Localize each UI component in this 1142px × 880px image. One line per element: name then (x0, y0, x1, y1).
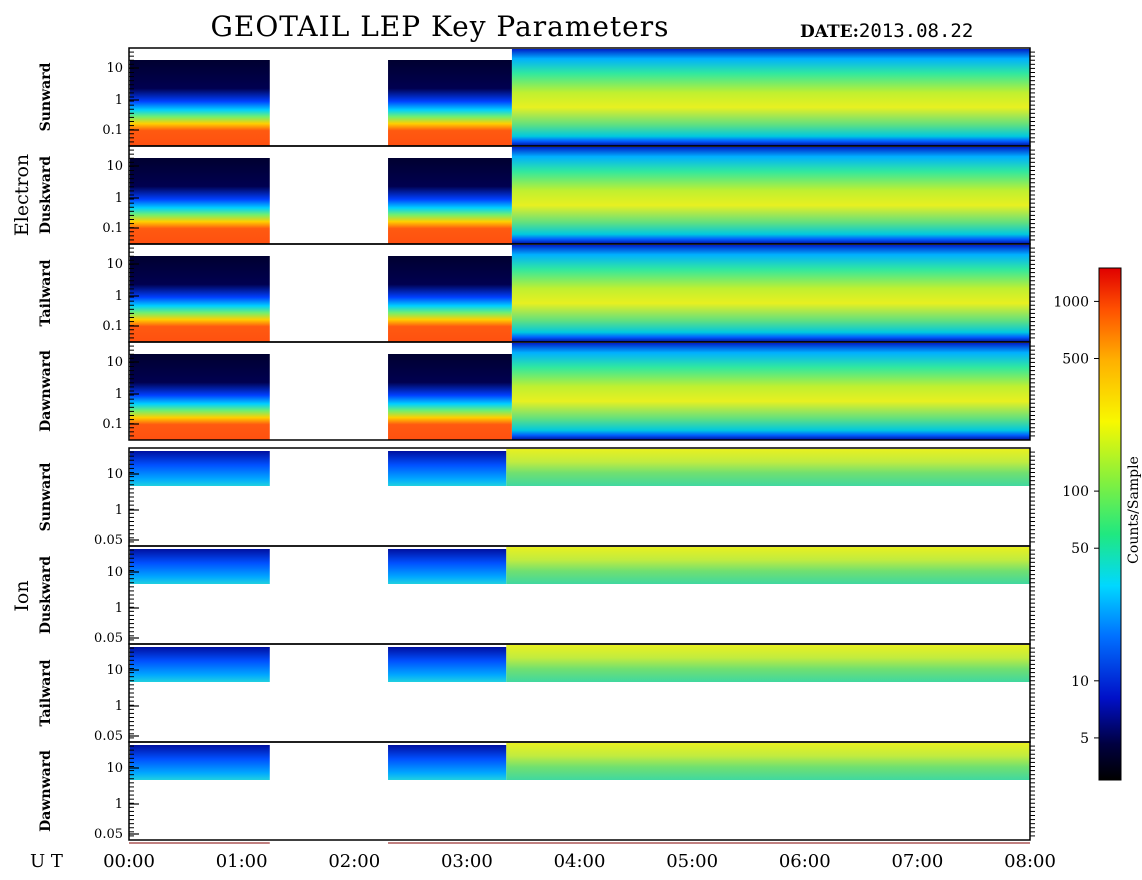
y-tick-label: 10 (106, 663, 123, 678)
x-tick-label: 06:00 (779, 851, 831, 872)
y-tick-label: 10 (106, 467, 123, 482)
y-tick-label: 10 (106, 565, 123, 580)
spectrum-band (130, 256, 270, 342)
x-tick-label: 07:00 (891, 851, 943, 872)
y-tick-label: 10 (106, 159, 123, 174)
y-tick-label: 0.1 (102, 319, 123, 334)
direction-label: Dawnward (38, 350, 54, 432)
x-tick-label: 03:00 (441, 851, 493, 872)
colorbar-tick-label: 100 (1062, 484, 1089, 500)
spectrum-band (388, 60, 512, 146)
spectrum-band (511, 49, 1030, 146)
spectrum-band (388, 451, 507, 486)
spectrum-band (130, 354, 270, 440)
y-tick-label: 1 (115, 191, 123, 206)
spectrum-band (388, 354, 512, 440)
direction-label: Sunward (38, 62, 54, 131)
group-label-ion: Ion (11, 580, 33, 611)
spectrum-band (130, 647, 270, 682)
y-tick-label: 1 (115, 797, 123, 812)
panel-electron-duskward: 10 1 0.1 Duskward (38, 145, 1035, 245)
y-tick-label: 10 (106, 257, 123, 272)
x-tick-label: 08:00 (1004, 851, 1056, 872)
spectrum-band (506, 449, 1030, 486)
x-tick-label: 00:00 (103, 851, 155, 872)
spectrum-band (388, 158, 512, 244)
time-axis-label: U T (30, 851, 63, 872)
y-tick-label: 0.05 (94, 631, 123, 646)
direction-label: Duskward (38, 156, 54, 234)
panel-electron-tailward: 10 1 0.1 Tailward (38, 243, 1035, 343)
colorbar-label: Counts/Sample (1126, 456, 1142, 564)
spectrum-band (506, 743, 1030, 780)
panel-electron-dawnward: 10 1 0.1 Dawnward (38, 341, 1035, 441)
y-tick-label: 0.05 (94, 729, 123, 744)
panel-ion-sunward: 10 1 0.05 Sunward (38, 447, 1035, 548)
spectrum-band (506, 645, 1030, 682)
y-tick-label: 0.05 (94, 533, 123, 548)
y-tick-label: 10 (106, 355, 123, 370)
x-tick-label: 05:00 (666, 851, 718, 872)
x-tick-label: 01:00 (216, 851, 268, 872)
y-tick-label: 0.1 (102, 123, 123, 138)
colorbar-tick-label: 50 (1071, 541, 1089, 557)
panel-electron-sunward: 10 1 0.1 Sunward (38, 47, 1035, 147)
y-tick-label: 10 (106, 761, 123, 776)
date-label: DATE: (800, 22, 859, 42)
y-tick-label: 1 (115, 289, 123, 304)
spectrum-band (511, 343, 1030, 440)
spectrum-band (130, 451, 270, 486)
colorbar-gradient (1098, 267, 1122, 781)
spectrum-band (388, 647, 507, 682)
colorbar-tick-label: 1000 (1053, 294, 1089, 310)
y-tick-label: 1 (115, 93, 123, 108)
y-tick-label: 0.1 (102, 417, 123, 432)
spectrum-band (511, 147, 1030, 244)
colorbar-tick-label: 5 (1080, 731, 1089, 747)
y-tick-label: 1 (115, 699, 123, 714)
direction-label: Tailward (38, 259, 54, 326)
y-tick-label: 1 (115, 503, 123, 518)
spectrum-band (388, 745, 507, 780)
direction-label: Dawnward (38, 750, 54, 832)
spectrum-band (130, 549, 270, 584)
x-tick-label: 02:00 (328, 851, 380, 872)
group-label-electron: Electron (11, 154, 33, 236)
x-tick-label: 04:00 (554, 851, 606, 872)
y-tick-label: 10 (106, 61, 123, 76)
spectrum-band (388, 549, 507, 584)
date-readout: DATE:2013.08.22 (800, 20, 973, 42)
panel-ion-duskward: 10 1 0.05 Duskward (38, 545, 1035, 646)
y-tick-label: 0.1 (102, 221, 123, 236)
spectrum-band (130, 745, 270, 780)
direction-label: Duskward (38, 556, 54, 634)
spectrum-band (388, 256, 512, 342)
colorbar-tick-label: 500 (1062, 352, 1089, 368)
chart-title: GEOTAIL LEP Key Parameters (210, 10, 670, 43)
date-value: 2013.08.22 (858, 20, 974, 42)
direction-label: Tailward (38, 659, 54, 726)
y-tick-label: 1 (115, 387, 123, 402)
spectrum-band (506, 547, 1030, 584)
panel-ion-dawnward: 10 1 0.05 Dawnward (38, 741, 1035, 842)
direction-label: Sunward (38, 462, 54, 531)
spectrum-band (130, 60, 270, 146)
colorbar-tick-label: 10 (1071, 674, 1089, 690)
y-tick-label: 1 (115, 601, 123, 616)
spectrum-band (130, 158, 270, 244)
y-tick-label: 0.05 (94, 827, 123, 842)
panel-ion-tailward: 10 1 0.05 Tailward (38, 643, 1035, 744)
spectrum-band (511, 245, 1030, 342)
